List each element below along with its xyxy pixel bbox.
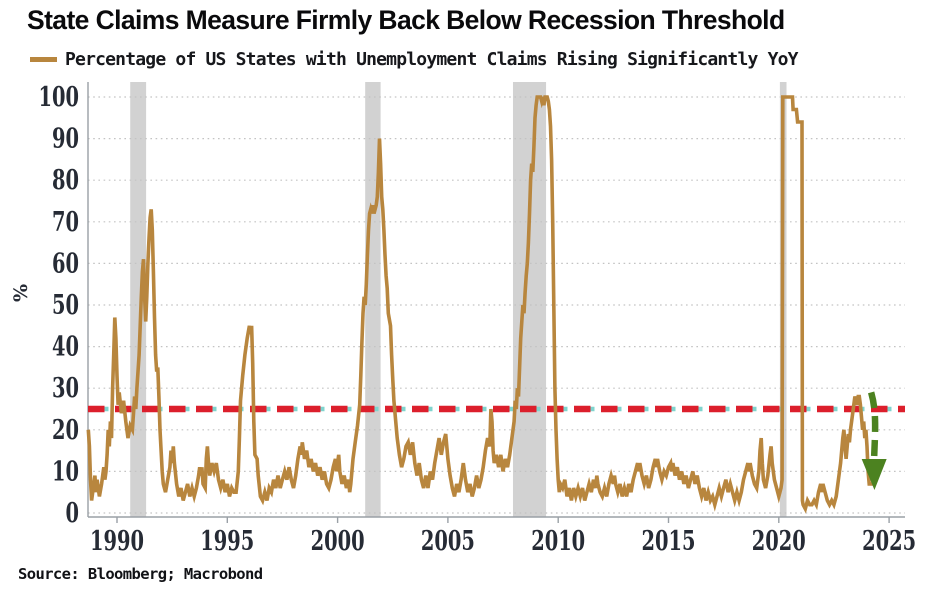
y-tick-label: 70 [52, 207, 79, 238]
y-tick-label: 100 [39, 82, 80, 113]
x-tick-label: 1990 [90, 526, 144, 557]
y-tick-label: 60 [52, 248, 79, 279]
y-tick-label: 0 [66, 498, 80, 529]
y-tick-label: 80 [52, 165, 79, 196]
chart-title: State Claims Measure Firmly Back Below R… [27, 5, 785, 35]
x-tick-label: 2025 [862, 526, 916, 557]
x-tick-label: 2000 [311, 526, 365, 557]
legend: Percentage of US States with Unemploymen… [30, 49, 799, 70]
y-tick-label: 20 [52, 415, 79, 446]
x-tick-label: 2020 [752, 526, 806, 557]
trend-arrow-head [861, 459, 887, 491]
x-tick-label: 2010 [531, 526, 585, 557]
legend-label: Percentage of US States with Unemploymen… [65, 49, 799, 70]
y-tick-label: 30 [52, 373, 79, 404]
x-tick-label: 1995 [200, 526, 254, 557]
x-tick-label: 2015 [642, 526, 696, 557]
recession-band [512, 82, 547, 517]
y-tick-label: 90 [52, 124, 79, 155]
series-line [86, 95, 874, 514]
trend-arrow-stem [868, 391, 879, 458]
source-attribution: Source: Bloomberg; Macrobond [18, 565, 263, 583]
y-tick-label: 40 [52, 332, 79, 363]
y-tick-label: 10 [52, 456, 79, 487]
y-tick-label: 50 [52, 290, 79, 321]
x-tick-label: 2005 [421, 526, 475, 557]
y-axis-unit-label: % [10, 283, 32, 303]
legend-line-swatch [30, 57, 57, 62]
